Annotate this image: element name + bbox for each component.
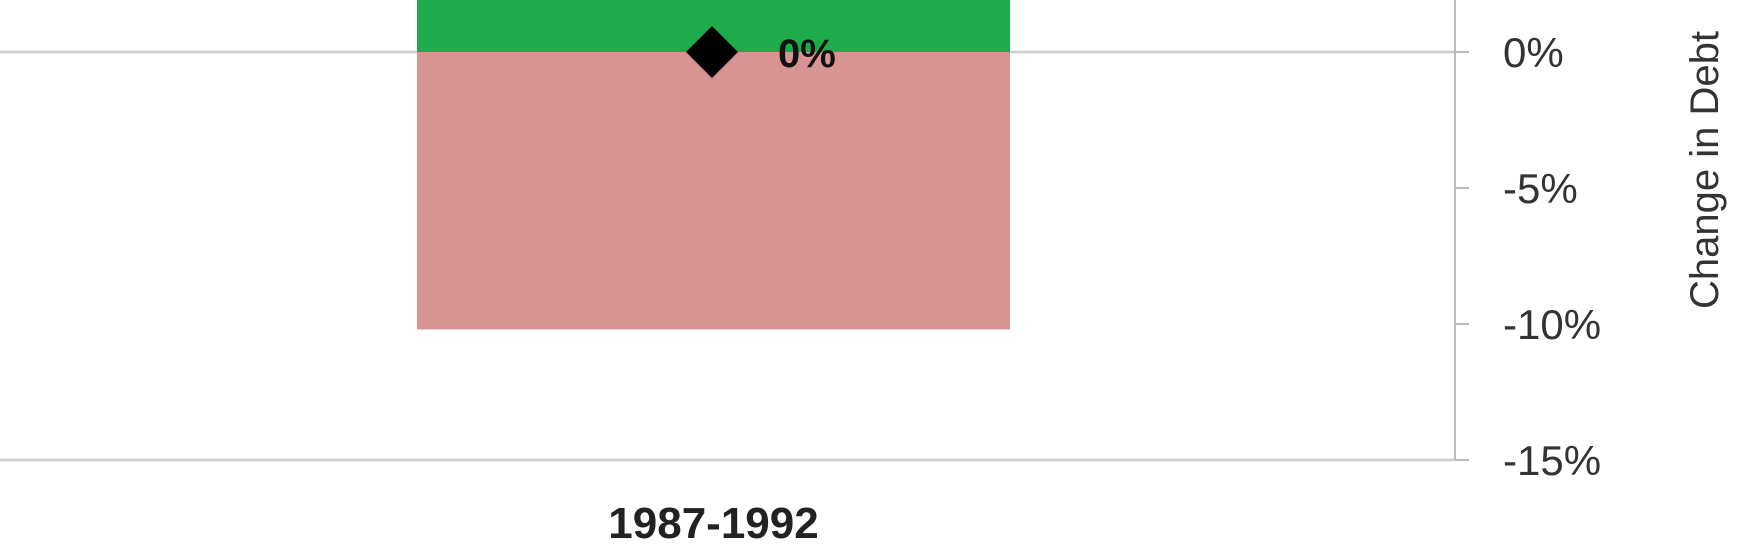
x-category-label: 1987-1992 [608,499,818,546]
y-axis-title: Change in Debt [1683,31,1727,309]
y-tick-label: -5% [1503,165,1578,212]
y-tick-label: -15% [1503,437,1601,484]
marker-diamond [686,26,738,78]
data-label: 0% [778,32,836,76]
markers [686,26,738,78]
bars [417,0,1010,330]
labels: 0% 1987-1992 [608,32,836,546]
y-tick-label: -10% [1503,301,1601,348]
y-axis: 0% -5% -10% -15% [1454,0,1601,484]
bar-negative [417,52,1010,330]
y-tick-label: 0% [1503,29,1564,76]
